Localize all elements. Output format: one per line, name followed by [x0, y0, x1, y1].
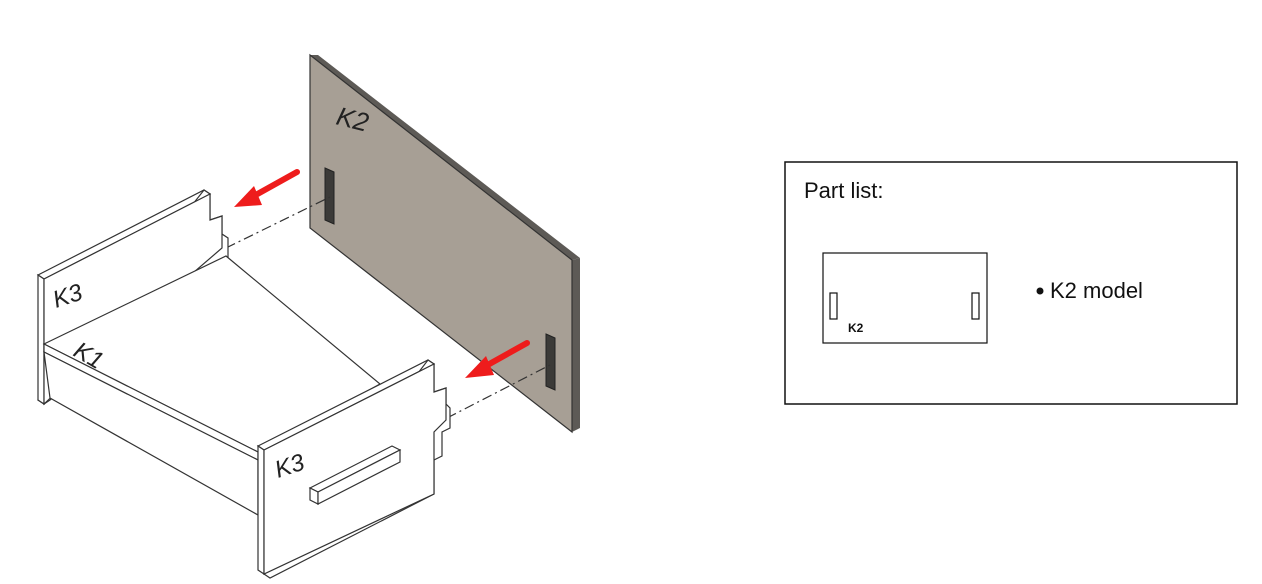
- k2-thumbnail-slot-right: [971, 292, 980, 320]
- handle-bar: [308, 445, 402, 505]
- k2-slot-upper: [324, 167, 335, 225]
- part-list-title: Part list:: [804, 178, 883, 203]
- k3-left-face: [37, 273, 45, 406]
- part-list-item-label: K2 model: [1050, 278, 1143, 303]
- k2-panel-face: [309, 53, 573, 434]
- k2-thumbnail: K2: [822, 252, 988, 344]
- k2-panel-side: [572, 258, 580, 432]
- bullet-icon: [1036, 287, 1044, 295]
- k2-panel: K2: [309, 53, 580, 434]
- part-list-box: Part list: K2 K2 model: [784, 161, 1238, 405]
- k2-thumbnail-frame: [822, 252, 988, 344]
- k3-right-panel: K3: [256, 359, 451, 579]
- k2-thumbnail-slot-left: [829, 292, 838, 320]
- handle-bar-side: [317, 449, 401, 505]
- k1-board: K1: [42, 255, 382, 517]
- k2-thumbnail-label: K2: [848, 321, 864, 335]
- k2-panel-edge: [310, 55, 580, 260]
- red-arrow-icon: [234, 169, 300, 207]
- k3-right-face: [257, 444, 265, 576]
- k2-slot-lower: [545, 333, 556, 391]
- red-arrow-icon: [465, 340, 530, 378]
